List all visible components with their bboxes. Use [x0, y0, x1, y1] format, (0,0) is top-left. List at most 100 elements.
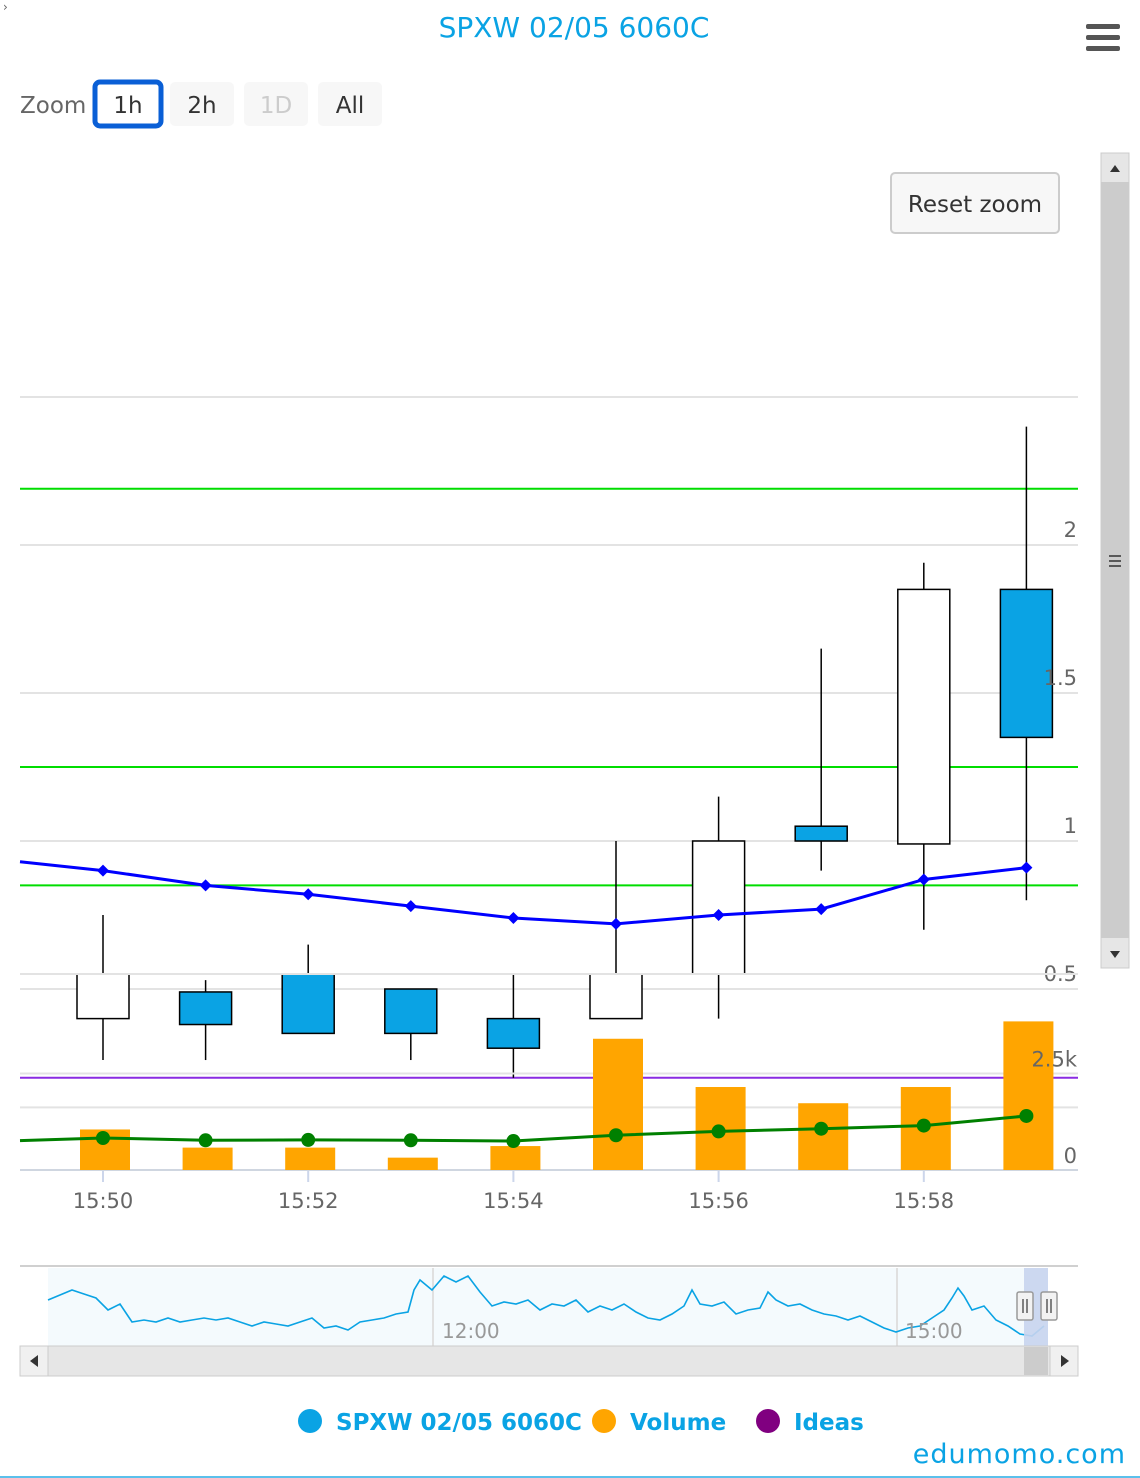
- candles: [76, 426, 1054, 1078]
- bottom-divider: [0, 1476, 1140, 1478]
- scroll-left-icon[interactable]: [30, 1355, 38, 1367]
- candle-body: [384, 988, 438, 1035]
- reset-zoom-button[interactable]: Reset zoom: [890, 172, 1060, 234]
- candle[interactable]: [384, 988, 438, 1061]
- vwap-path: [19, 860, 1027, 926]
- volume-y-ticks: 0 2.5k: [1031, 1048, 1077, 1169]
- candle-body: [691, 840, 746, 975]
- price-y-tick-label: 1.5: [1044, 666, 1077, 690]
- candle-body: [178, 991, 233, 1026]
- volume-bar[interactable]: [182, 1147, 233, 1170]
- candle-body: [794, 825, 848, 842]
- vwap-marker[interactable]: [97, 864, 109, 877]
- candle[interactable]: [281, 944, 335, 1035]
- zoom-button-all[interactable]: All: [318, 82, 382, 126]
- corner-arrow-icon[interactable]: ›: [3, 0, 8, 14]
- candle-body: [897, 588, 951, 845]
- zoom-button-bg: [244, 82, 308, 126]
- volume-average-marker[interactable]: [711, 1124, 726, 1139]
- vertical-scrollbar[interactable]: [1100, 152, 1130, 969]
- volume-average-marker[interactable]: [403, 1133, 418, 1148]
- zoom-button-2h[interactable]: 2h: [170, 82, 234, 126]
- candle[interactable]: [486, 974, 541, 1078]
- zoom-button-bg: [170, 82, 234, 126]
- volume-average-marker[interactable]: [506, 1134, 521, 1149]
- vwap-marker[interactable]: [917, 873, 930, 886]
- candle[interactable]: [589, 841, 643, 1020]
- zoom-button-1h[interactable]: 1h: [92, 79, 164, 129]
- legend-marker-icon: [756, 1409, 780, 1433]
- scroll-up-icon[interactable]: [1110, 165, 1120, 172]
- navigator[interactable]: 12:00 15:00: [20, 1265, 1078, 1346]
- candle[interactable]: [178, 980, 233, 1061]
- legend-label: Ideas: [794, 1410, 864, 1436]
- x-tick-label: 15:58: [894, 1189, 955, 1213]
- navigator-handle-right[interactable]: [1040, 1291, 1058, 1321]
- volume-average-marker[interactable]: [814, 1121, 829, 1136]
- zoom-label: Zoom: [20, 93, 86, 119]
- legend: SPXW 02/05 6060C Volume Ideas: [298, 1409, 864, 1436]
- vwap-marker[interactable]: [507, 911, 520, 924]
- price-y-ticks: 0.511.52: [1044, 518, 1077, 986]
- zoom-button-label: 1h: [113, 93, 142, 119]
- scroll-grip-icon[interactable]: [1109, 555, 1121, 567]
- price-y-tick-label: 2: [1064, 518, 1077, 542]
- volume-average-marker[interactable]: [609, 1128, 623, 1143]
- vwap-marker[interactable]: [815, 903, 828, 916]
- zoom-buttons: 1h 2h 1D All: [92, 79, 382, 129]
- volume-y-tick-label: 0: [1064, 1144, 1077, 1168]
- navigator-handle-left[interactable]: [1016, 1291, 1034, 1321]
- volume-bar[interactable]: [387, 1157, 438, 1170]
- navigator-series: [47, 1274, 1045, 1337]
- vwap-marker[interactable]: [712, 909, 725, 921]
- candle-body: [76, 973, 130, 1020]
- legend-item-spxw[interactable]: SPXW 02/05 6060C: [298, 1409, 582, 1436]
- reset-zoom-label: Reset zoom: [908, 192, 1042, 218]
- candle-body: [486, 1017, 541, 1049]
- zoom-button-label: 2h: [187, 93, 216, 119]
- legend-label: SPXW 02/05 6060C: [336, 1410, 582, 1436]
- candle[interactable]: [897, 562, 951, 930]
- volume-average-marker[interactable]: [916, 1118, 931, 1133]
- chart-title: SPXW 02/05 6060C: [439, 11, 710, 44]
- vwap-marker[interactable]: [302, 888, 315, 901]
- candle-body: [999, 588, 1054, 739]
- volume-bar[interactable]: [798, 1103, 849, 1170]
- candle[interactable]: [691, 796, 746, 1019]
- scroll-down-icon[interactable]: [1110, 951, 1120, 958]
- zoom-button-label: All: [336, 93, 365, 119]
- legend-item-ideas[interactable]: Ideas: [756, 1409, 864, 1436]
- candle[interactable]: [76, 915, 130, 1061]
- candle-body: [589, 973, 643, 1020]
- x-tick-label: 15:56: [688, 1189, 749, 1213]
- volume-y-tick-label: 2.5k: [1031, 1048, 1077, 1072]
- volume-average-marker[interactable]: [301, 1132, 316, 1147]
- horizontal-scrollbar[interactable]: [19, 1345, 1079, 1377]
- volume-average-marker[interactable]: [198, 1133, 213, 1148]
- vwap-marker[interactable]: [199, 879, 212, 892]
- legend-item-volume[interactable]: Volume: [592, 1409, 726, 1436]
- brand-label: edumomo.com: [912, 1439, 1126, 1470]
- menu-icon[interactable]: [1086, 24, 1120, 52]
- volume-average-marker[interactable]: [96, 1130, 110, 1145]
- volume-bar[interactable]: [593, 1038, 643, 1170]
- volume-bar[interactable]: [285, 1147, 336, 1170]
- volume-bar[interactable]: [490, 1146, 541, 1170]
- zoom-button-label: 1D: [260, 93, 292, 119]
- x-tick-label: 15:52: [278, 1189, 339, 1213]
- vwap-marker[interactable]: [610, 917, 622, 930]
- volume-average-marker[interactable]: [1019, 1108, 1034, 1123]
- candle-body: [281, 973, 335, 1035]
- vwap-marker[interactable]: [404, 900, 417, 913]
- candle[interactable]: [999, 426, 1054, 901]
- navigator-tick-label: 12:00: [442, 1319, 500, 1343]
- vwap-marker[interactable]: [1020, 861, 1033, 874]
- vwap-line: [19, 860, 1033, 930]
- x-axis-ticks: 15:50 15:52 15:54 15:56 15:58: [73, 1171, 954, 1213]
- legend-label: Volume: [630, 1410, 726, 1436]
- scroll-right-icon[interactable]: [1061, 1355, 1069, 1367]
- candle[interactable]: [794, 648, 848, 871]
- volume-bar[interactable]: [1003, 1021, 1054, 1170]
- volume-average-line: [19, 1108, 1034, 1149]
